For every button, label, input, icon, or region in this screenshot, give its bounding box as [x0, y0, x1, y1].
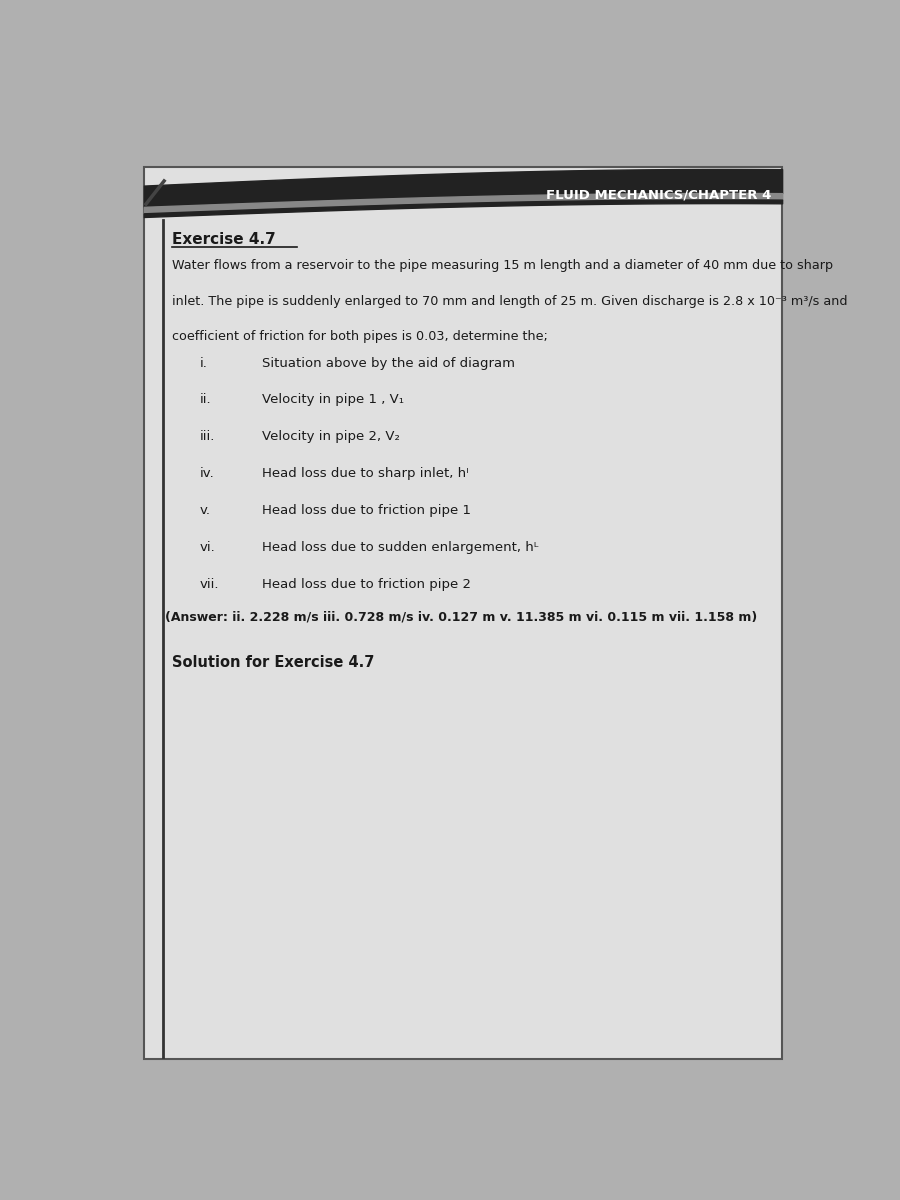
Text: Head loss due to sudden enlargement, hᴸ: Head loss due to sudden enlargement, hᴸ: [263, 541, 539, 554]
Text: i.: i.: [200, 356, 208, 370]
Text: Velocity in pipe 1 , V₁: Velocity in pipe 1 , V₁: [263, 394, 404, 407]
Text: Head loss due to friction pipe 2: Head loss due to friction pipe 2: [263, 578, 472, 592]
Text: Exercise 4.7: Exercise 4.7: [172, 232, 275, 247]
Text: Head loss due to friction pipe 1: Head loss due to friction pipe 1: [263, 504, 472, 517]
Text: Head loss due to sharp inlet, hᴵ: Head loss due to sharp inlet, hᴵ: [263, 467, 469, 480]
Text: coefficient of friction for both pipes is 0.03, determine the;: coefficient of friction for both pipes i…: [172, 330, 548, 343]
Text: FLUID MECHANICS/CHAPTER 4: FLUID MECHANICS/CHAPTER 4: [546, 188, 771, 202]
Text: ii.: ii.: [200, 394, 212, 407]
Text: Solution for Exercise 4.7: Solution for Exercise 4.7: [172, 655, 374, 670]
Text: vii.: vii.: [200, 578, 220, 592]
Text: Water flows from a reservoir to the pipe measuring 15 m length and a diameter of: Water flows from a reservoir to the pipe…: [172, 259, 832, 272]
Text: Situation above by the aid of diagram: Situation above by the aid of diagram: [263, 356, 516, 370]
Text: v.: v.: [200, 504, 211, 517]
Text: Velocity in pipe 2, V₂: Velocity in pipe 2, V₂: [263, 431, 400, 444]
Text: iii.: iii.: [200, 431, 215, 444]
Text: inlet. The pipe is suddenly enlarged to 70 mm and length of 25 m. Given discharg: inlet. The pipe is suddenly enlarged to …: [172, 295, 847, 307]
Text: vi.: vi.: [200, 541, 215, 554]
Text: iv.: iv.: [200, 467, 214, 480]
FancyBboxPatch shape: [144, 167, 782, 1058]
Text: (Answer: ii. 2.228 m/s iii. 0.728 m/s iv. 0.127 m v. 11.385 m vi. 0.115 m vii. 1: (Answer: ii. 2.228 m/s iii. 0.728 m/s iv…: [165, 611, 758, 624]
